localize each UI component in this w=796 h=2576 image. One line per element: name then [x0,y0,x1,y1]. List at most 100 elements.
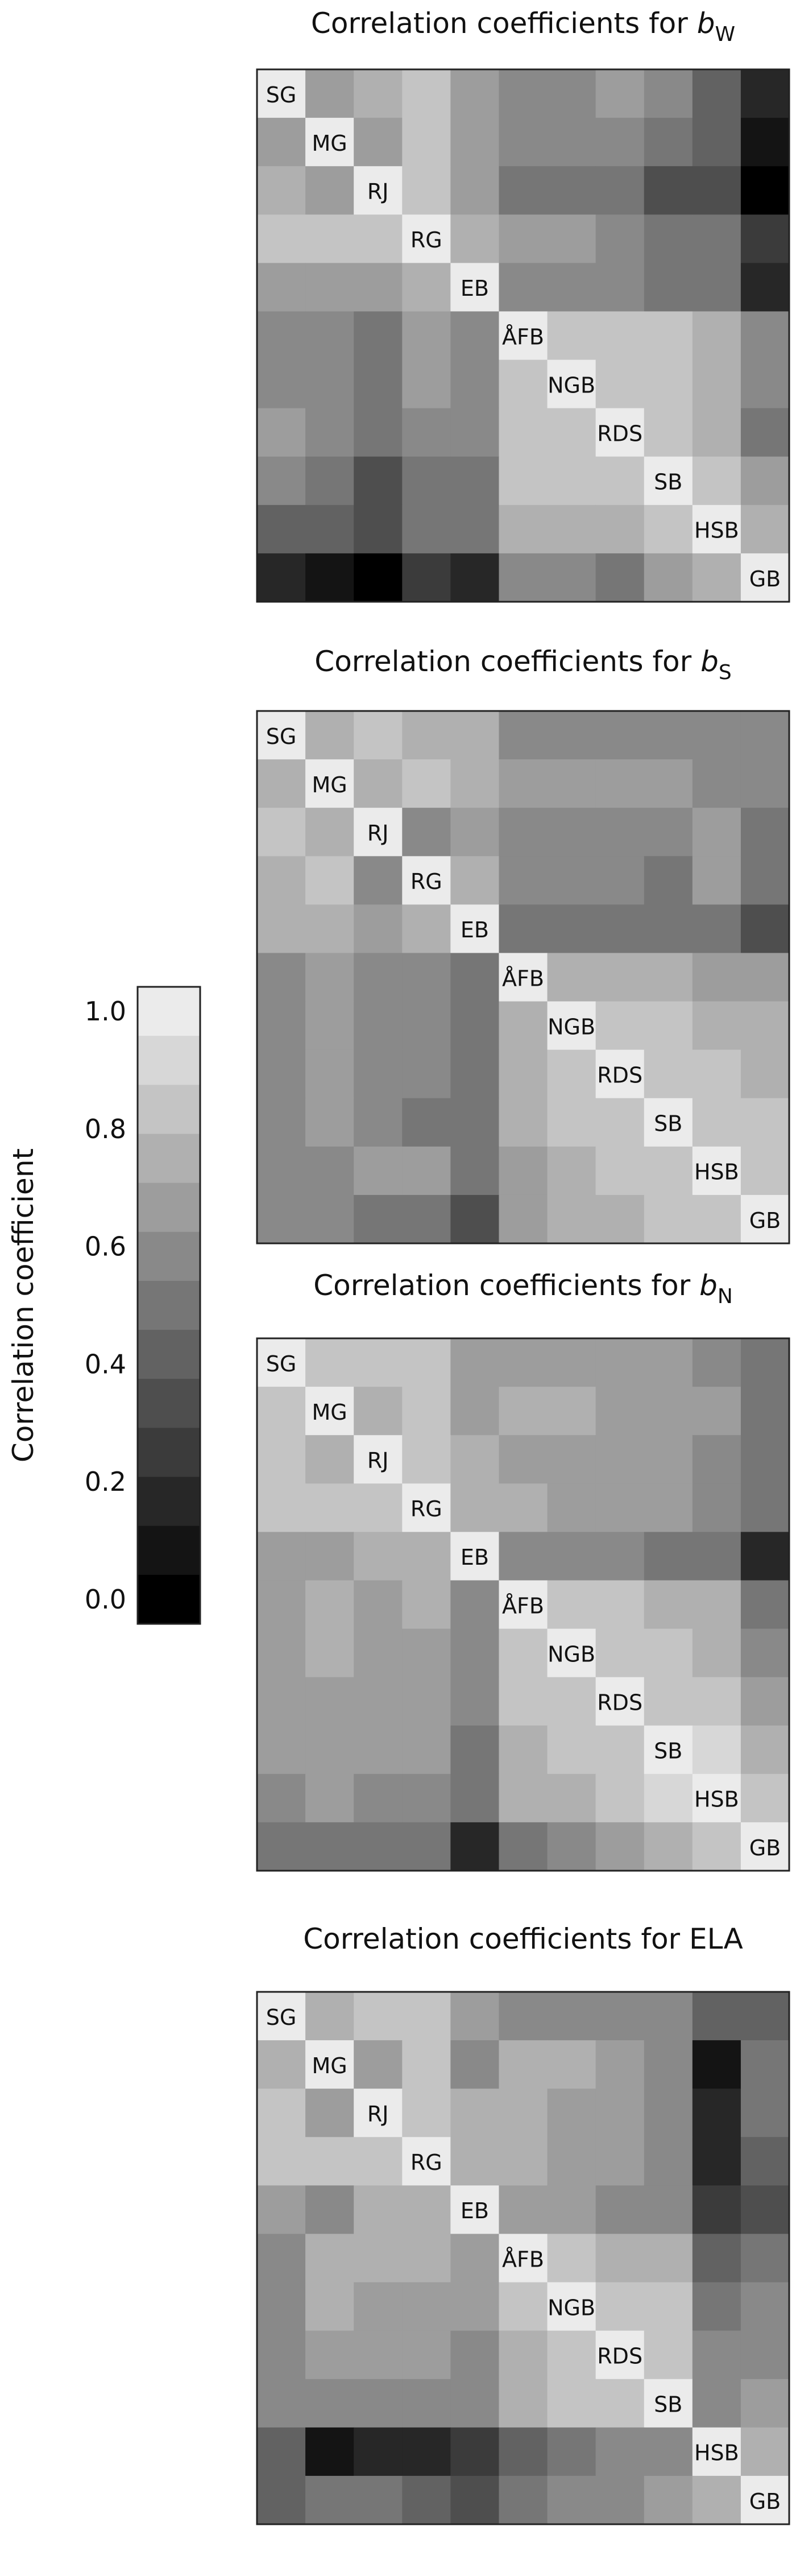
heatmap-cell [692,263,741,312]
colorbar-step [138,1574,200,1624]
heatmap-cell [499,1822,548,1871]
heatmap-cell [595,1822,645,1871]
heatmap-cell [644,2185,693,2235]
heatmap-cell [547,553,596,602]
heatmap-cell [644,759,693,808]
heatmap-cell [450,2330,500,2380]
heatmap-cell [402,808,451,857]
heatmap-cell [644,1338,693,1387]
heatmap-cell [692,1532,741,1581]
heatmap-cell [692,2379,741,2428]
heatmap-cell [450,1725,500,1775]
heatmap-cell [402,214,451,263]
heatmap-cell [305,1338,354,1387]
heatmap-cell [499,359,548,409]
heatmap-cell [547,904,596,954]
heatmap-cell [450,263,500,312]
heatmap-cell [354,2330,403,2380]
colorbar-step [138,1280,200,1330]
heatmap-cell [257,904,306,954]
heatmap-cell [257,166,306,215]
site-label: RG [411,1496,442,1521]
heatmap-cell [644,2379,693,2428]
heatmap-cell [257,553,306,602]
heatmap-cell [595,408,645,457]
panel-title-variable: b [697,7,715,40]
heatmap-cell [740,2089,790,2137]
colorbar-tick-label: 0.2 [85,1466,126,1497]
site-label: HSB [694,1787,739,1812]
heatmap-cell [305,214,354,263]
heatmap-cell [692,214,741,263]
heatmap-cell [257,2379,306,2428]
heatmap-cell [595,214,645,263]
heatmap-cell [644,904,693,954]
heatmap-cell [402,1773,451,1823]
site-label: SB [654,1111,682,1136]
heatmap-cell [402,1580,451,1630]
heatmap-cell [499,856,548,905]
heatmap-cell [257,1194,306,1244]
heatmap-cell [305,1628,354,1678]
heatmap-cell [402,1049,451,1099]
heatmap-cell [547,456,596,506]
heatmap-cell [354,69,403,118]
heatmap-cell [740,118,790,167]
heatmap-cell [450,711,500,760]
heatmap-cell [740,904,790,954]
heatmap-cell [354,1580,403,1630]
heatmap-cell [257,1628,306,1678]
heatmap-cell [547,2234,596,2283]
colorbar-step [138,1182,200,1233]
heatmap-cell [450,2475,500,2525]
heatmap-cell [450,408,500,457]
heatmap-cell [450,553,500,602]
heatmap-cell [547,759,596,808]
heatmap-cell [547,953,596,1002]
heatmap-cell [547,1677,596,1726]
heatmap-cell [547,118,596,167]
heatmap-cell [499,456,548,506]
heatmap-cell [547,1628,596,1678]
heatmap-cell [595,505,645,554]
site-label: HSB [694,518,739,543]
heatmap-cell [499,2379,548,2428]
heatmap-cell [450,118,500,167]
heatmap-cell [257,214,306,263]
heatmap-cell [257,1677,306,1726]
heatmap-cell [740,953,790,1002]
heatmap-cell [595,1725,645,1775]
heatmap-cell [644,1435,693,1484]
heatmap-cell [547,1822,596,1871]
heatmap-cell [644,808,693,857]
heatmap-cell [740,1194,790,1244]
panel-frame [256,68,790,603]
heatmap-cell [499,2234,548,2283]
heatmap-cell [499,953,548,1002]
heatmap-cell [595,2282,645,2331]
heatmap-cell [692,953,741,1002]
heatmap-cell [595,311,645,361]
heatmap-cell [354,1194,403,1244]
heatmap-cell [450,808,500,857]
site-label: RJ [367,821,389,846]
colorbar-tick-label: 0.6 [85,1231,126,1262]
heatmap-cell [740,856,790,905]
heatmap-cell [499,711,548,760]
heatmap-cell [644,1580,693,1630]
heatmap-cell [595,1049,645,1099]
panel-title-subscript: W [715,23,735,46]
heatmap-cell [354,553,403,602]
heatmap-cell [450,1338,500,1387]
heatmap-cell [305,166,354,215]
heatmap-cell [354,1628,403,1678]
panel-title: Correlation coefficients for bN [313,1269,733,1308]
heatmap-cell [305,1146,354,1196]
heatmap-cell [692,1483,741,1532]
heatmap-cell [740,1532,790,1581]
heatmap-cell [257,1992,306,2041]
site-label: MG [312,131,347,156]
heatmap-cell [692,1628,741,1678]
heatmap-cell [740,69,790,118]
site-label: GB [749,1835,781,1860]
